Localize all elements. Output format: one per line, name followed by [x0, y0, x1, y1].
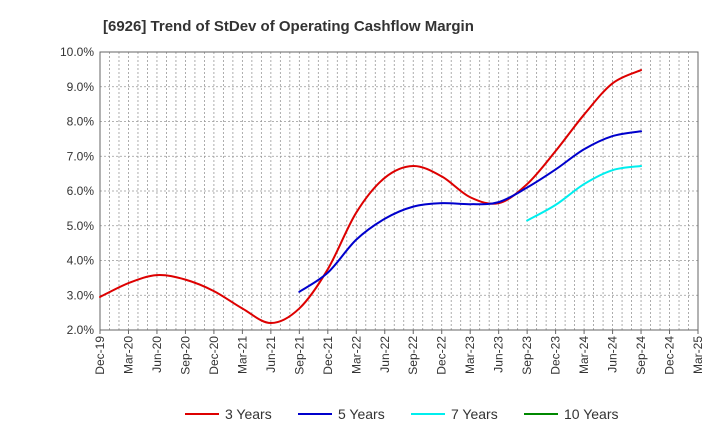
x-tick-label: Mar-22: [349, 336, 363, 374]
x-tick-label: Jun-24: [606, 336, 620, 373]
legend: 3 Years 5 Years 7 Years 10 Years: [185, 406, 619, 422]
x-tick-label: Sep-24: [634, 336, 648, 375]
legend-label: 5 Years: [338, 406, 385, 422]
y-tick-label: 6.0%: [67, 184, 95, 198]
legend-label: 10 Years: [564, 406, 619, 422]
x-tick-label: Sep-20: [178, 336, 192, 375]
plot-border: [99, 51, 699, 331]
x-tick-label: Mar-20: [121, 336, 135, 374]
legend-item-10-years: 10 Years: [524, 406, 619, 422]
x-tick-label: Dec-24: [663, 336, 677, 375]
x-tick-label: Jun-20: [150, 336, 164, 373]
x-tick-label: Mar-25: [691, 336, 705, 374]
legend-item-3-years: 3 Years: [185, 406, 272, 422]
series-line-5-years: [298, 130, 643, 293]
y-tick-label: 7.0%: [67, 149, 95, 163]
legend-label: 3 Years: [225, 406, 272, 422]
legend-label: 7 Years: [451, 406, 498, 422]
legend-item-7-years: 7 Years: [411, 406, 498, 422]
x-tick-label: Sep-23: [520, 336, 534, 375]
x-tick-label: Jun-22: [378, 336, 392, 373]
x-tick-label: Dec-21: [321, 336, 335, 375]
y-tick-label: 4.0%: [67, 254, 95, 268]
x-tick-label: Jun-21: [264, 336, 278, 373]
axis-layer: 2.0% 3.0% 4.0% 5.0% 6.0% 7.0% 8.0% 9.0% 10.0% Dec…: [60, 45, 705, 375]
x-tick-label: Mar-24: [577, 336, 591, 374]
y-tick-label: 3.0%: [67, 288, 95, 302]
y-tick-label: 5.0%: [67, 219, 95, 233]
x-tick-label: Dec-23: [549, 336, 563, 375]
series-line-7-years: [526, 164, 643, 222]
x-tick-label: Sep-21: [292, 336, 306, 375]
chart-title: [6926] Trend of StDev of Operating Cashf…: [103, 18, 474, 35]
grid-layer: [99, 51, 699, 331]
x-tick-label: Mar-23: [463, 336, 477, 374]
y-tick-label: 10.0%: [60, 45, 94, 59]
series-layer: [99, 69, 643, 325]
x-tick-label: Dec-22: [435, 336, 449, 375]
x-tick-label: Jun-23: [492, 336, 506, 373]
x-tick-label: Dec-20: [207, 336, 221, 375]
x-tick-label: Sep-22: [406, 336, 420, 375]
x-tick-label: Mar-21: [235, 336, 249, 374]
y-tick-label: 9.0%: [67, 80, 95, 94]
legend-item-5-years: 5 Years: [298, 406, 385, 422]
x-tick-label: Dec-19: [93, 336, 107, 375]
y-tick-label: 8.0%: [67, 115, 95, 129]
y-tick-label: 2.0%: [67, 323, 95, 337]
series-line-3-years: [99, 69, 643, 325]
